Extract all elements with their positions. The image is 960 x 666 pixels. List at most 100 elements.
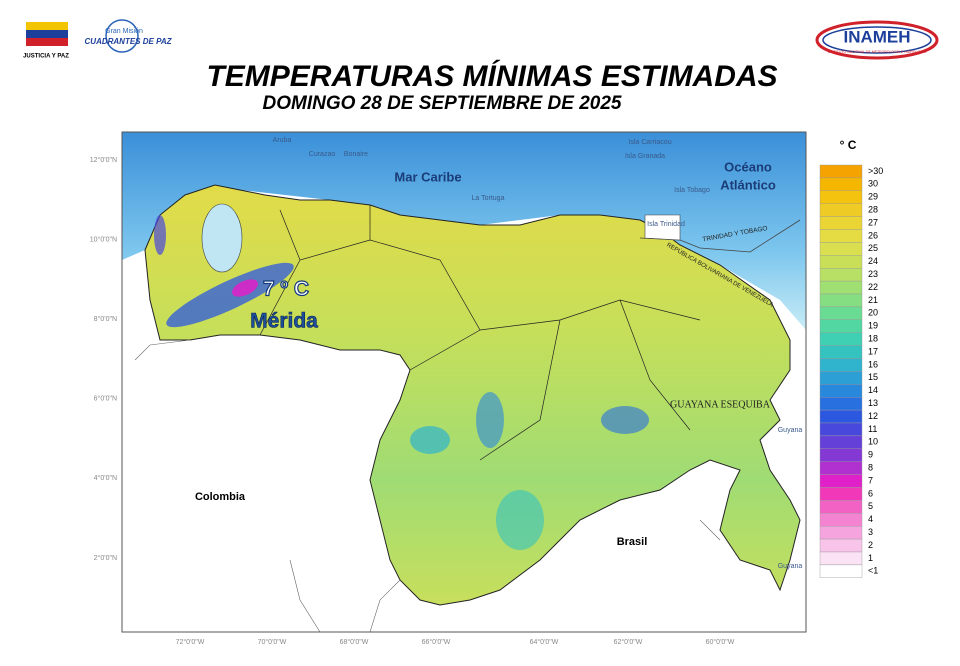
legend-swatch xyxy=(819,500,863,514)
lon-label: 66°0'0"W xyxy=(422,638,451,646)
legend-swatch xyxy=(819,409,863,424)
legend-swatch xyxy=(819,164,863,179)
sea-label: Atlántico xyxy=(720,177,776,192)
annotation-place: Mérida xyxy=(250,310,318,333)
legend-label: 28 xyxy=(868,205,878,215)
lat-label: 12°0'0"N xyxy=(90,156,117,164)
legend-label: 23 xyxy=(868,269,878,279)
legend-label: 22 xyxy=(868,282,878,292)
lon-label: 70°0'0"W xyxy=(258,638,287,646)
place-label: Guyana xyxy=(778,427,803,434)
border xyxy=(134,339,721,632)
legend-label: 13 xyxy=(868,398,878,408)
legend-swatch xyxy=(819,384,863,398)
legend-swatch xyxy=(819,397,863,411)
legend-swatch xyxy=(819,371,863,385)
legend-label: 16 xyxy=(868,359,878,369)
logo-text: JUSTICIA Y PAZ xyxy=(23,54,69,60)
legend: >303029282726252423222120191817161514131… xyxy=(819,164,883,579)
legend-label: 24 xyxy=(868,256,878,266)
legend-swatch xyxy=(819,216,863,230)
lat-label: 6°0'0"N xyxy=(94,395,117,403)
logo-text: Gran Misión xyxy=(105,28,143,35)
legend-label: 29 xyxy=(868,192,878,202)
trinidad xyxy=(644,214,681,241)
logo-right: INAMEH INSTITUTO NACIONAL DE METEOROLOGÍ… xyxy=(815,20,939,60)
legend-swatch xyxy=(819,229,863,243)
place-label: Isla Trinidad xyxy=(647,221,685,228)
legend-label: 26 xyxy=(868,230,878,240)
legend-label: 15 xyxy=(868,372,878,382)
cold-area xyxy=(476,392,504,448)
legend-swatch xyxy=(819,177,863,191)
legend-label: 11 xyxy=(868,424,877,434)
legend-label: <1 xyxy=(868,566,878,576)
legend-label: 30 xyxy=(868,179,878,189)
legend-label: 8 xyxy=(868,463,873,473)
legend-swatch xyxy=(819,487,863,501)
place-label: Guyana xyxy=(778,563,803,570)
state-borders xyxy=(259,205,701,461)
grid-labels: 12°0'0"N 10°0'0"N 8°0'0"N 6°0'0"N 4°0'0"N 2°0… xyxy=(90,156,735,646)
legend-unit: ° C xyxy=(840,138,857,152)
logo-text: INAMEH xyxy=(843,27,910,46)
legend-label: 6 xyxy=(868,488,873,498)
logo-mid: Gran Misión CUADRANTES DE PAZ xyxy=(85,19,173,53)
legend-swatch xyxy=(819,551,863,566)
legend-label: 25 xyxy=(868,243,878,253)
lon-label: 64°0'0"W xyxy=(530,638,559,646)
legend-swatch xyxy=(819,474,863,488)
legend-swatch xyxy=(819,280,863,295)
legend-label: 17 xyxy=(868,346,878,356)
legend-swatch xyxy=(819,190,863,204)
legend-swatch xyxy=(819,461,863,475)
legend-swatch xyxy=(819,526,863,540)
place-label: Bonaire xyxy=(344,151,368,158)
logo-text: INSTITUTO NACIONAL DE METEOROLOGÍA E HID… xyxy=(828,50,927,54)
andes-cold xyxy=(231,279,259,297)
place-label: La Tortuga xyxy=(472,195,505,202)
legend-swatch xyxy=(819,358,863,372)
legend-label: 21 xyxy=(868,295,878,305)
legend-swatch xyxy=(819,332,863,346)
place-label: Isla Carriacou xyxy=(628,139,671,146)
legend-swatch xyxy=(819,564,863,579)
legend-swatch xyxy=(819,242,863,256)
annotation-value: 7 º C xyxy=(263,278,309,301)
lon-label: 72°0'0"W xyxy=(176,638,205,646)
lake-maracaibo xyxy=(201,203,243,273)
legend-label: 10 xyxy=(868,437,878,447)
legend-swatch xyxy=(819,319,863,333)
country-label: Colombia xyxy=(195,491,246,503)
legend-label: 3 xyxy=(868,527,873,537)
legend-label: 27 xyxy=(868,217,878,227)
legend-label: >30 xyxy=(868,166,883,176)
sea-label: Mar Caribe xyxy=(394,169,461,184)
logo-left: JUSTICIA Y PAZ xyxy=(23,22,69,60)
legend-swatch xyxy=(819,293,863,308)
legend-label: 7 xyxy=(868,475,873,485)
legend-label: 12 xyxy=(868,411,878,421)
map-frame xyxy=(121,131,807,633)
place-label: Curazao xyxy=(309,151,336,158)
legend-swatch xyxy=(819,448,863,462)
country-label: GUAYANA ESEQUIBA xyxy=(670,399,771,410)
legend-label: 14 xyxy=(868,385,878,395)
legend-swatch xyxy=(819,255,863,269)
cold-area xyxy=(601,406,649,434)
legend-label: 1 xyxy=(868,553,873,563)
lat-label: 10°0'0"N xyxy=(90,235,117,243)
legend-swatch xyxy=(819,538,863,553)
perija-cold xyxy=(154,215,166,255)
legend-label: 2 xyxy=(868,540,873,550)
venezuela xyxy=(144,184,801,606)
lat-label: 2°0'0"N xyxy=(94,554,117,562)
legend-swatch xyxy=(819,435,863,449)
place-label: Aruba xyxy=(273,137,292,144)
legend-label: 19 xyxy=(868,321,878,331)
legend-swatch xyxy=(819,306,863,320)
sea xyxy=(122,132,806,330)
country-label: Brasil xyxy=(617,536,648,548)
sea-label: Océano xyxy=(724,159,772,174)
lat-label: 8°0'0"N xyxy=(94,315,117,323)
